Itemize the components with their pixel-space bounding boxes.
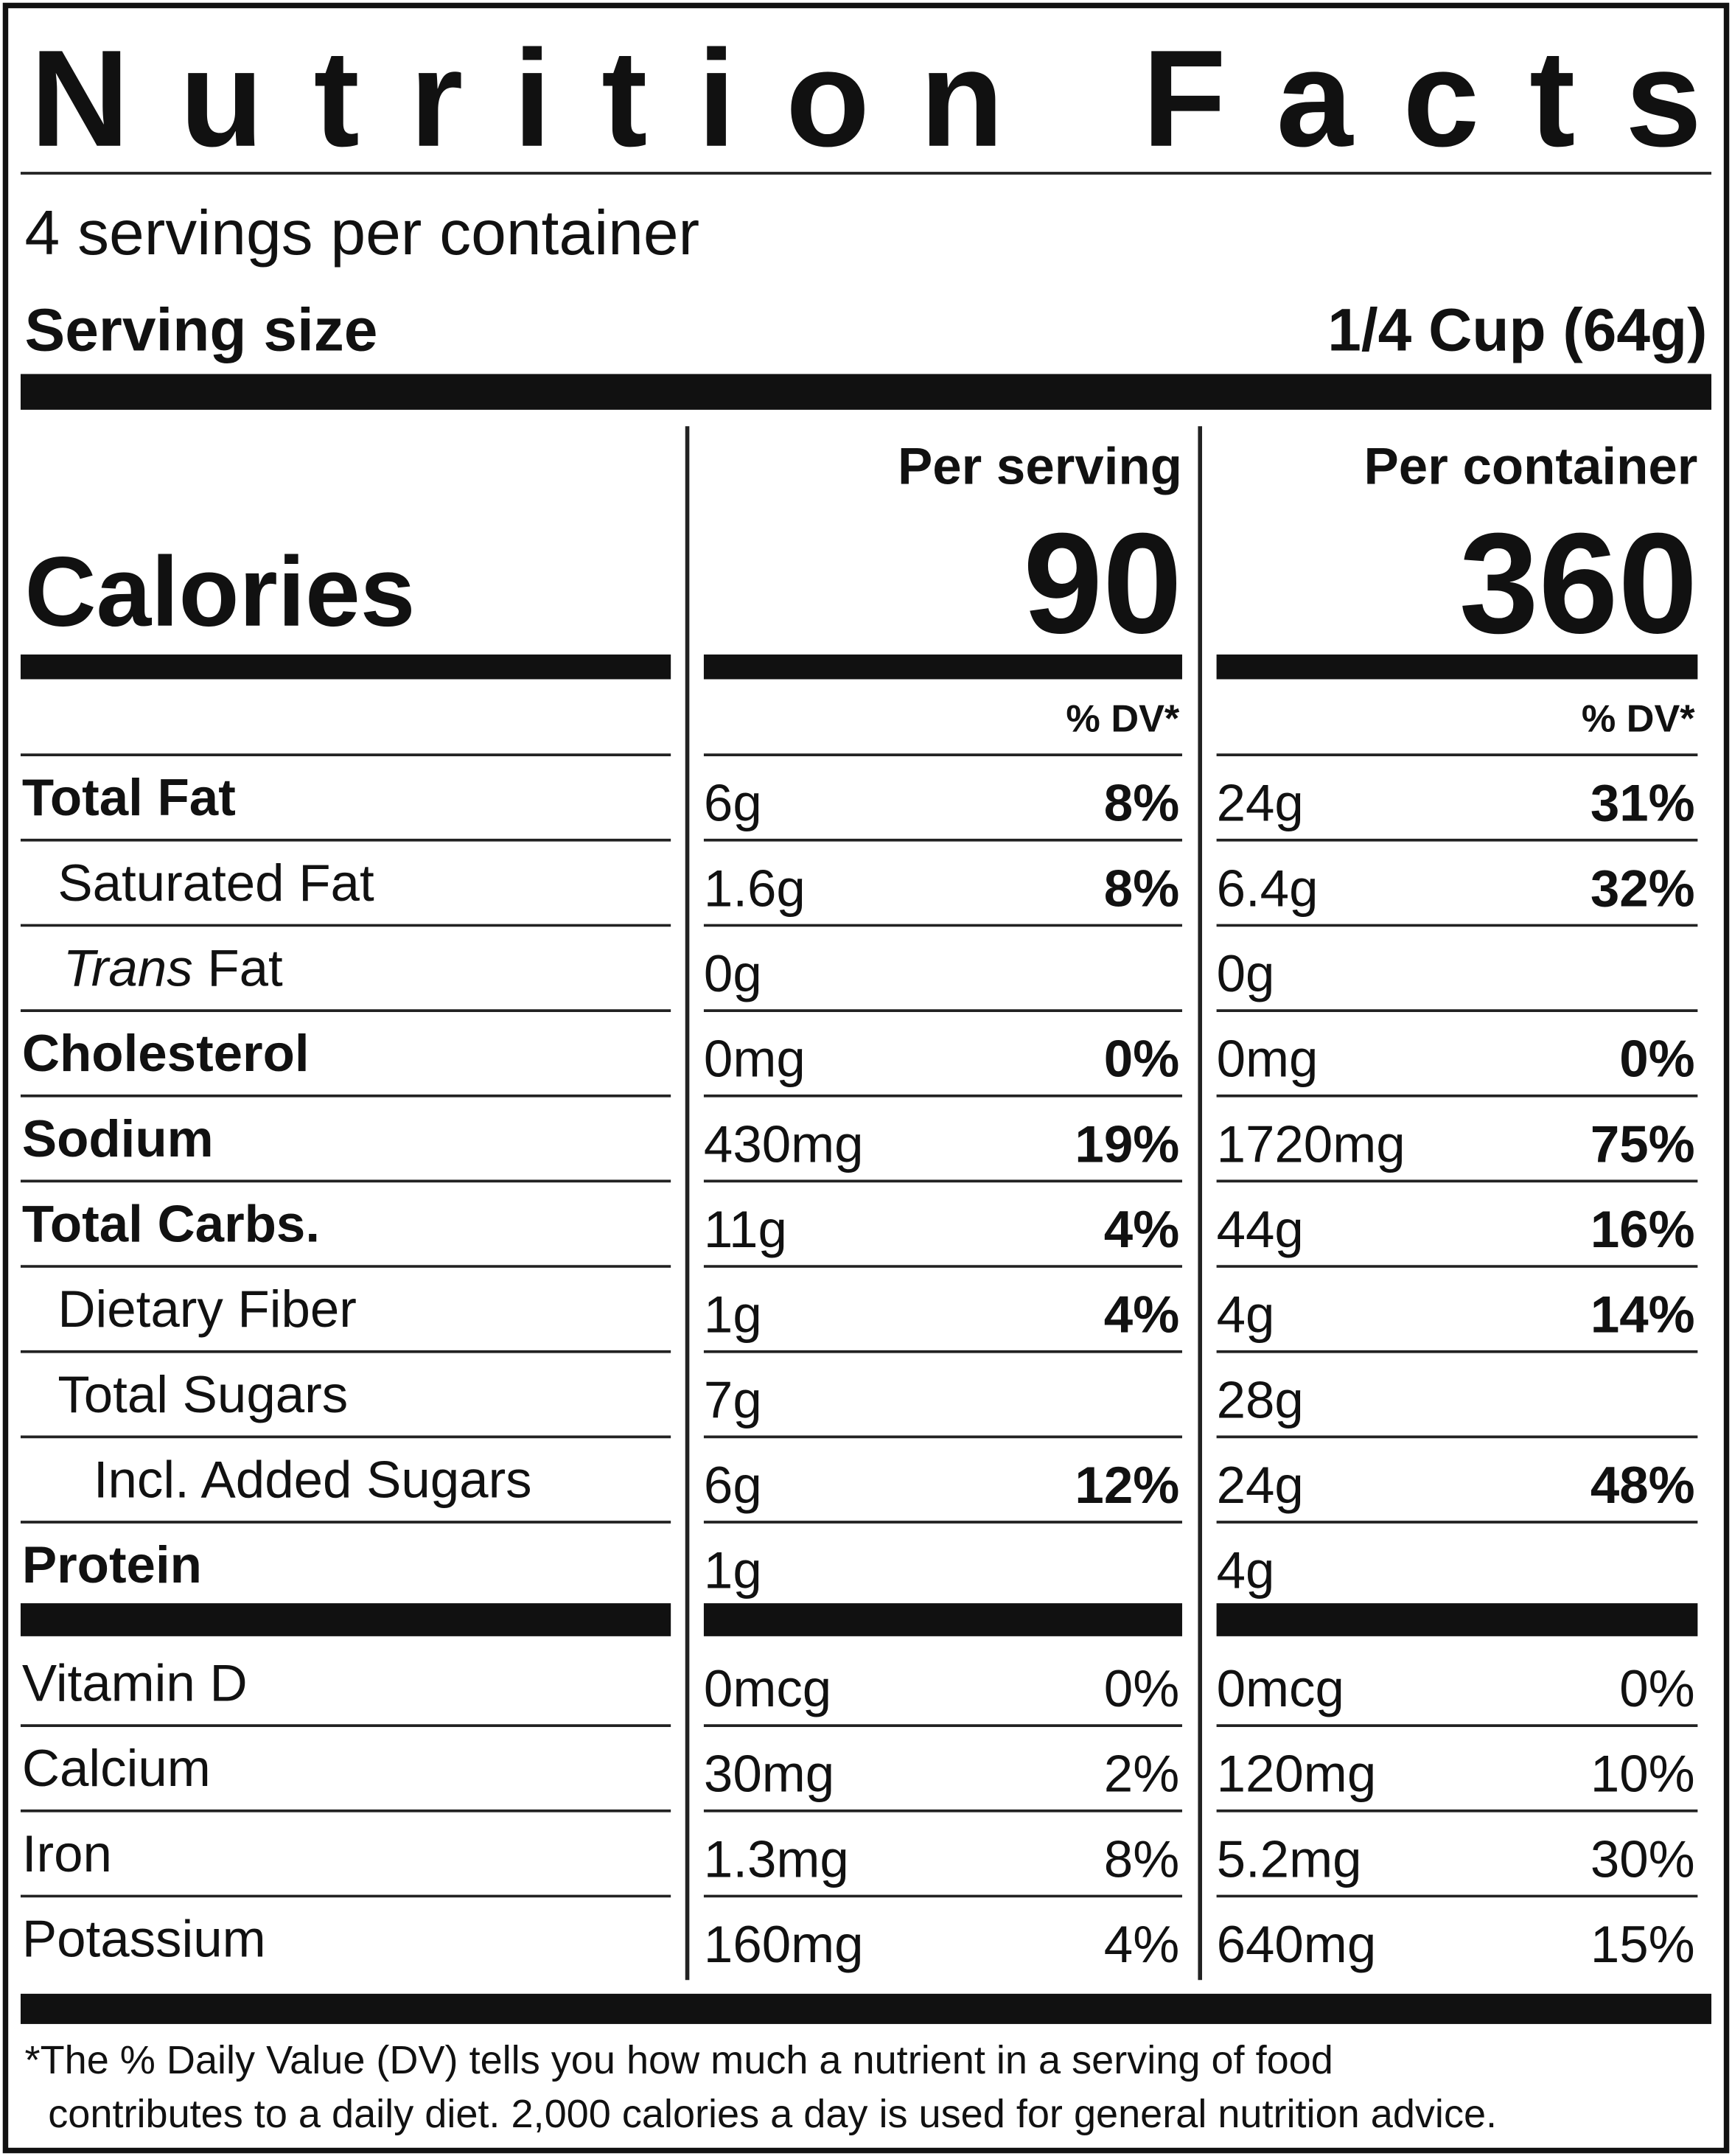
amount: 6g bbox=[704, 1456, 762, 1515]
percent-dv: 75% bbox=[1590, 1115, 1695, 1173]
amount: 24g bbox=[1217, 1456, 1304, 1515]
percent-dv: 19% bbox=[1075, 1115, 1179, 1173]
amount: 28g bbox=[1217, 1371, 1304, 1429]
percent-dv: 8% bbox=[1104, 1830, 1179, 1888]
amount: 44g bbox=[1217, 1201, 1304, 1259]
nutrient-name: Iron bbox=[22, 1825, 112, 1883]
calories-label: Calories bbox=[25, 537, 416, 647]
amount: 7g bbox=[704, 1371, 762, 1429]
percent-dv: 4% bbox=[1104, 1286, 1179, 1344]
thick-bar bbox=[703, 654, 1182, 680]
amount: 0mcg bbox=[1217, 1660, 1344, 1718]
percent-dv: 0% bbox=[1619, 1030, 1694, 1089]
thick-bar bbox=[1216, 1603, 1698, 1636]
percent-dv: 48% bbox=[1590, 1456, 1695, 1515]
nutrient-name: Total Fat bbox=[22, 769, 236, 827]
thick-bar bbox=[703, 1603, 1182, 1636]
amount: 0mcg bbox=[704, 1660, 831, 1718]
nutrient-name-italic: Trans bbox=[63, 940, 193, 998]
footnote: contributes to a daily diet. 2,000 calor… bbox=[48, 2092, 1497, 2136]
dv-header: % DV* bbox=[1066, 697, 1179, 740]
amount: 0g bbox=[1217, 945, 1275, 1003]
column-header: Per serving bbox=[898, 438, 1182, 496]
thick-bar bbox=[20, 1603, 671, 1636]
percent-dv: 4% bbox=[1104, 1201, 1179, 1259]
nutrient-name: Calcium bbox=[22, 1740, 211, 1798]
amount: 160mg bbox=[704, 1916, 864, 1974]
amount: 1720mg bbox=[1217, 1115, 1405, 1173]
percent-dv: 16% bbox=[1590, 1201, 1695, 1259]
dv-header: % DV* bbox=[1582, 697, 1695, 740]
nutrient-name: Total Sugars bbox=[57, 1366, 348, 1424]
amount: 4g bbox=[1217, 1286, 1275, 1344]
thick-bar bbox=[20, 1993, 1712, 2024]
nutrient-name: Saturated Fat bbox=[57, 854, 374, 913]
amount: 0mg bbox=[704, 1030, 806, 1089]
amount: 1.3mg bbox=[704, 1830, 849, 1888]
percent-dv: 30% bbox=[1590, 1830, 1695, 1888]
amount: 11g bbox=[704, 1201, 787, 1259]
calories-value: 360 bbox=[1459, 503, 1698, 663]
nutrient-name: Trans Fat bbox=[63, 940, 283, 998]
amount: 430mg bbox=[704, 1115, 864, 1173]
amount: 5.2mg bbox=[1217, 1830, 1362, 1888]
amount: 24g bbox=[1217, 775, 1304, 833]
percent-dv: 31% bbox=[1590, 775, 1695, 833]
percent-dv: 12% bbox=[1075, 1456, 1179, 1515]
amount: 0mg bbox=[1217, 1030, 1319, 1089]
amount: 0g bbox=[704, 945, 762, 1003]
percent-dv: 15% bbox=[1590, 1916, 1695, 1974]
percent-dv: 32% bbox=[1590, 859, 1695, 918]
amount: 4g bbox=[1217, 1542, 1275, 1600]
amount: 6g bbox=[704, 775, 762, 833]
nutrient-name: Dietary Fiber bbox=[57, 1280, 357, 1339]
nutrient-name: Potassium bbox=[22, 1911, 266, 1969]
percent-dv: 14% bbox=[1590, 1286, 1695, 1344]
nutrient-name: Cholesterol bbox=[22, 1025, 310, 1083]
nutrient-name: Sodium bbox=[22, 1110, 214, 1168]
amount: 30mg bbox=[704, 1745, 834, 1804]
percent-dv: 2% bbox=[1104, 1745, 1179, 1804]
percent-dv: 10% bbox=[1590, 1745, 1695, 1804]
calories-value: 90 bbox=[1023, 503, 1182, 663]
thick-bar bbox=[20, 374, 1712, 410]
percent-dv: 4% bbox=[1104, 1916, 1179, 1974]
percent-dv: 0% bbox=[1104, 1660, 1179, 1718]
percent-dv: 8% bbox=[1104, 859, 1179, 918]
nutrient-name: Total Carbs. bbox=[22, 1195, 320, 1253]
amount: 6.4g bbox=[1217, 859, 1319, 918]
percent-dv: 0% bbox=[1619, 1660, 1694, 1718]
footnote: *The % Daily Value (DV) tells you how mu… bbox=[25, 2038, 1333, 2082]
nutrient-name: Vitamin D bbox=[22, 1655, 248, 1713]
serving-size-value: 1/4 Cup (64g) bbox=[1327, 297, 1707, 364]
servings: 4 servings per container bbox=[25, 198, 700, 268]
nutrient-name-text: Fat bbox=[207, 940, 283, 998]
nutrient-name: Protein bbox=[22, 1536, 202, 1594]
nutrient-name: Incl. Added Sugars bbox=[94, 1451, 532, 1509]
amount: 1g bbox=[704, 1286, 762, 1344]
thick-bar bbox=[20, 654, 671, 680]
amount: 640mg bbox=[1217, 1916, 1377, 1974]
amount: 120mg bbox=[1217, 1745, 1377, 1804]
amount: 1.6g bbox=[704, 859, 806, 918]
amount: 1g bbox=[704, 1542, 762, 1600]
percent-dv: 0% bbox=[1104, 1030, 1179, 1089]
serving-size-label: Serving size bbox=[25, 297, 378, 364]
thick-bar bbox=[1216, 654, 1698, 680]
percent-dv: 8% bbox=[1104, 775, 1179, 833]
column-header: Per container bbox=[1364, 438, 1698, 496]
